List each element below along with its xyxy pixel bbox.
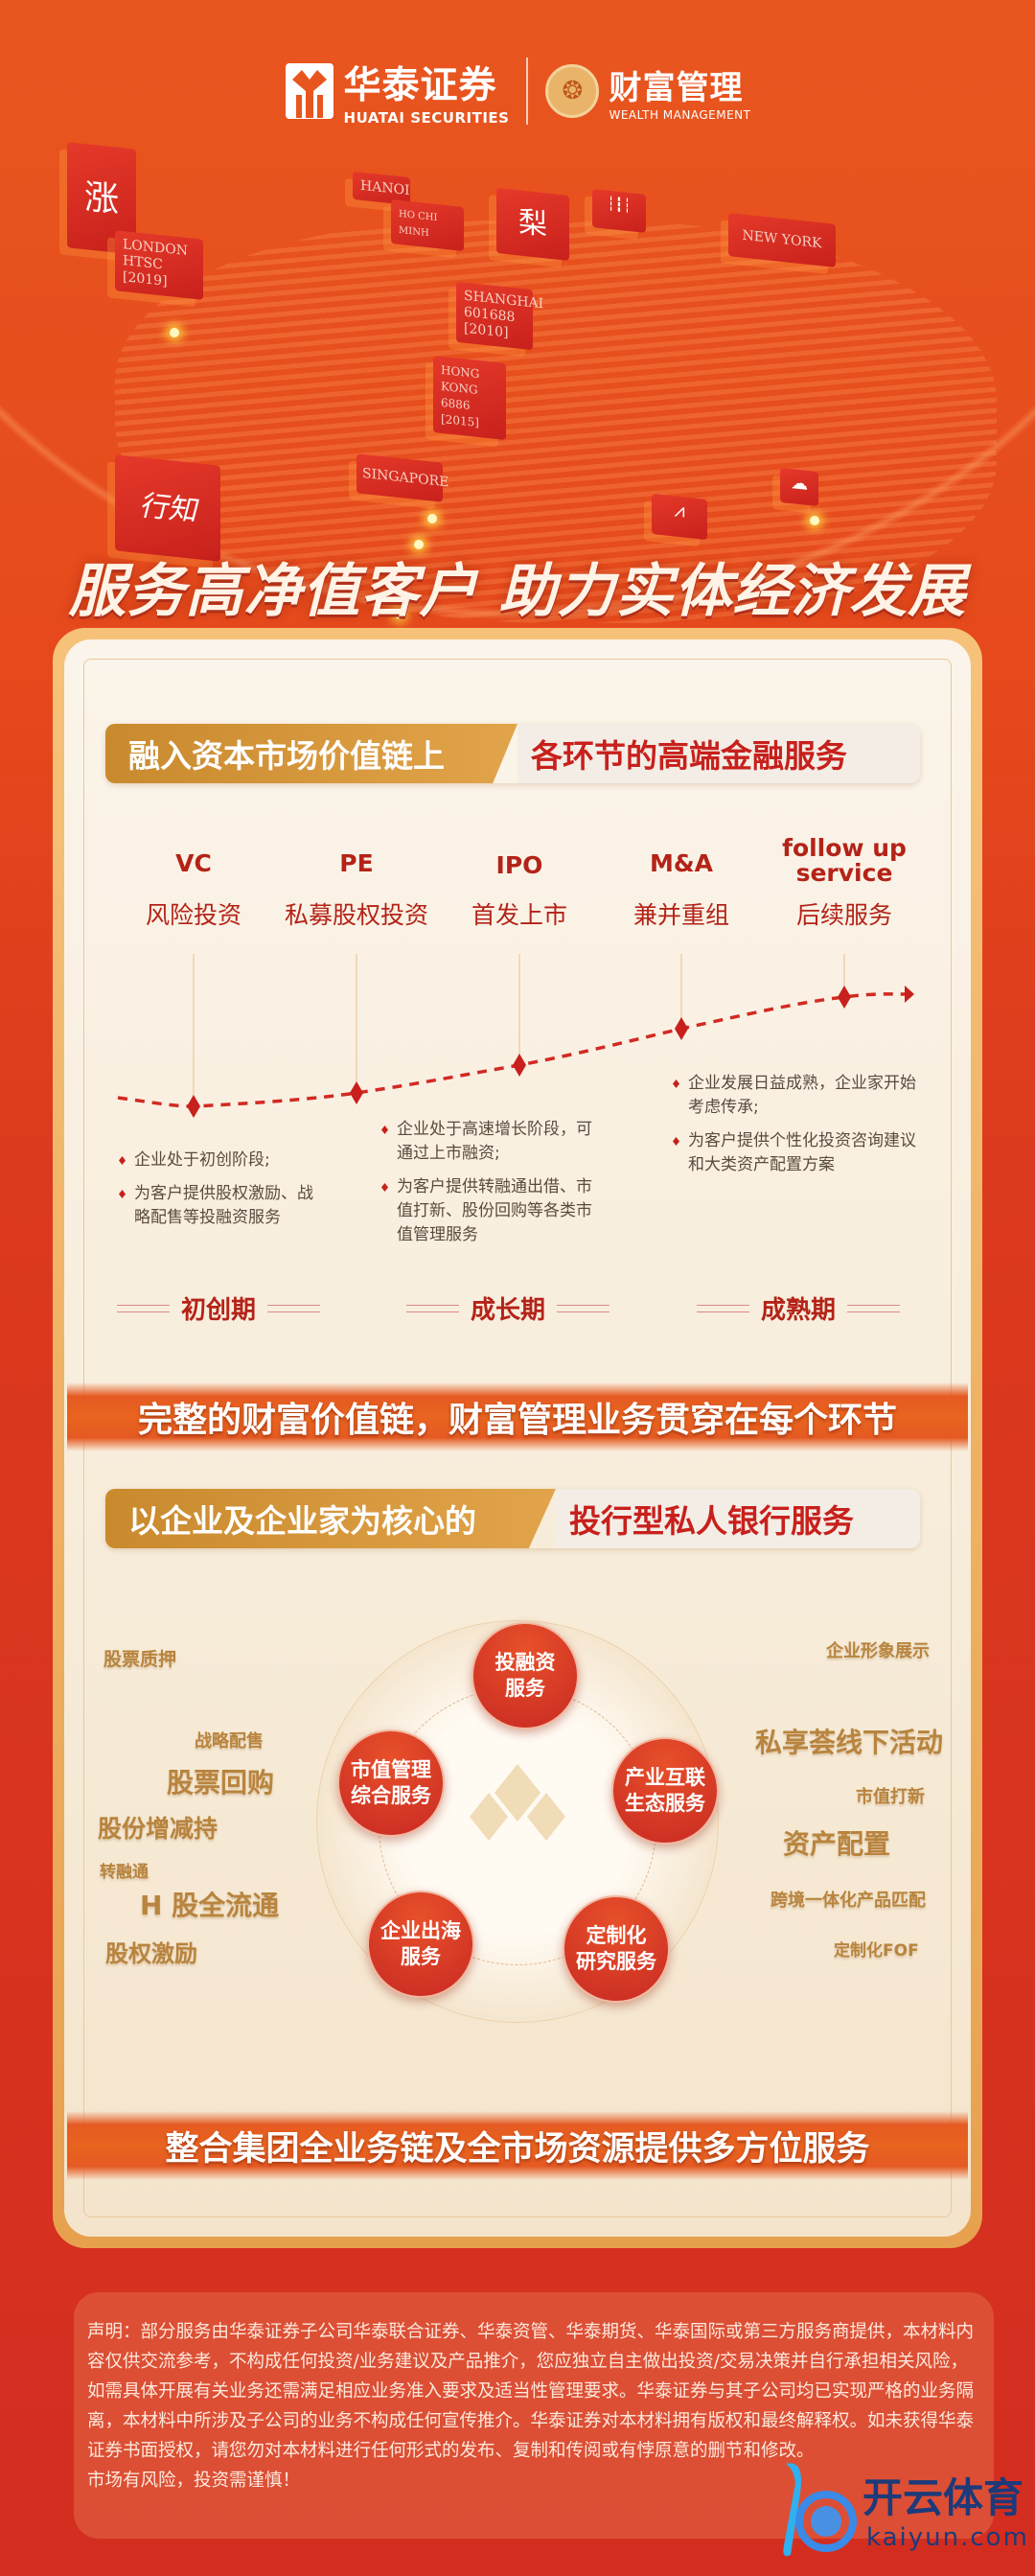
banner-integrated-services: 整合集团全业务链及全市场资源提供多方位服务 [67,2111,968,2180]
keyword: 战略配售 [195,1731,264,1752]
location-pin [810,516,819,525]
brand-cn: 华泰证券 [343,64,497,107]
bullet-item: 为客户提供股权激励、战略配售等投融资服务 [117,1182,328,1230]
keyword: 股票回购 [167,1767,275,1799]
wealth-en: WEALTH MANAGEMENT [609,107,751,122]
stage-pe-cn: 私募股权投资 [284,901,428,929]
stage-ipo: IPO [495,851,543,879]
location-pin [395,610,404,619]
bullet-item: 企业发展日益成熟，企业家开始考虑传承; [671,1072,930,1120]
divider [526,58,529,125]
keyword: 股票质押 [104,1649,177,1670]
diamond-marker [675,1017,688,1040]
keyword: 转融通 [100,1863,149,1882]
banner-value-chain: 完整的财富价值链，财富管理业务贯穿在每个环节 [67,1382,968,1451]
arrow-head-icon [905,986,914,1003]
bullets-mature: 企业发展日益成熟，企业家开始考虑传承; 为客户提供个性化投资咨询建议和大类资产配置… [671,1072,930,1187]
phase-growth: 成长期 [383,1290,632,1326]
watermark-logo: 开云体育 kaiyun.com [767,2454,1027,2564]
section2-title-right: 投行型私人银行服务 [556,1489,920,1548]
stage-pe: PE [339,849,374,877]
keyword: 股份增减持 [98,1815,218,1843]
keyword: 企业形象展示 [826,1641,930,1661]
diamond-marker [187,1095,200,1118]
huatai-logo: 华泰证券 HUATAI SECURITIES [285,56,510,127]
diamond-marker [513,1054,526,1077]
keyword: 资产配置 [783,1828,891,1860]
section1-title-left: 融入资本市场价值链上 [105,724,518,783]
section2-title-left: 以企业及企业家为核心的 [105,1489,556,1548]
location-pin [427,514,437,523]
growth-curve [117,954,914,1118]
world-map [115,220,997,623]
stage-follow-up: follow up service [782,834,907,887]
keyword: 私享荟线下活动 [755,1727,944,1758]
wealth-logo: ❂ 财富管理 WEALTH MANAGEMENT [545,61,750,122]
keyword: 股权激励 [105,1940,197,1967]
circle-industry-ecosystem-service: 产业互联 生态服务 [611,1737,719,1845]
section2-heading: 以企业及企业家为核心的 投行型私人银行服务 [105,1489,920,1548]
bullets-growth: 企业处于高速增长阶段，可通过上市融资; 为客户提供转融通出借、市值打新、股份回购等… [380,1118,600,1257]
watermark-cn: 开云体育 [862,2474,1024,2521]
bullet-item: 企业处于高速增长阶段，可通过上市融资; [380,1118,600,1166]
circle-overseas-service: 企业出海 服务 [367,1891,474,1998]
keyword: 定制化FOF [834,1941,919,1961]
stage-vc: VC [175,849,212,877]
keyword: H 股全流通 [140,1890,280,1921]
risk-warning: 市场有风险，投资需谨慎！ [87,2471,301,2491]
kaiyun-k-logo-icon [783,2463,857,2557]
section1-title-right: 各环节的高端金融服务 [518,724,920,783]
stage-vc-cn: 风险投资 [145,901,242,929]
bullet-item: 企业处于初创阶段; [117,1149,328,1172]
phase-startup: 初创期 [94,1290,343,1326]
diamond-marker [838,986,851,1009]
huatai-logo-icon [285,63,334,119]
stage-follow-up-cn: 后续服务 [795,901,892,929]
keyword: 市值打新 [856,1787,925,1807]
phase-mature: 成熟期 [674,1290,923,1326]
circle-custom-research-service: 定制化 研究服务 [563,1895,670,2003]
bullets-startup: 企业处于初创阶段; 为客户提供股权激励、战略配售等投融资服务 [117,1149,328,1240]
location-pin [170,328,179,337]
location-pin [414,540,424,549]
wealth-cn: 财富管理 [609,68,744,107]
stage-ma-cn: 兼并重组 [632,901,729,929]
circle-market-value-service: 市值管理 综合服务 [337,1729,445,1837]
lion-emblem-icon: ❂ [545,64,600,118]
brand-en: HUATAI SECURITIES [343,109,510,127]
huatai-emblem-watermark [470,1764,565,1841]
circle-financing-service: 投融资 服务 [472,1622,579,1729]
stage-ipo-cn: 首发上市 [471,901,567,929]
keyword: 跨境一体化产品匹配 [770,1891,926,1911]
bullet-item: 为客户提供个性化投资咨询建议和大类资产配置方案 [671,1129,930,1177]
disclaimer-text: 声明：部分服务由华泰证券子公司华泰联合证券、华泰资管、华泰期货、华泰国际或第三方… [87,2322,975,2461]
logo-header: 华泰证券 HUATAI SECURITIES ❂ 财富管理 WEALTH MANAG… [0,56,1035,127]
page-headline: 服务高净值客户 助力实体经济发展 [68,558,967,625]
stage-ma: M&A [649,849,714,877]
section1-heading: 融入资本市场价值链上 各环节的高端金融服务 [105,724,920,783]
bullet-item: 为客户提供转融通出借、市值打新、股份回购等各类市值管理服务 [380,1175,600,1247]
diamond-marker [350,1081,363,1104]
watermark-en: kaiyun.com [866,2523,1029,2552]
